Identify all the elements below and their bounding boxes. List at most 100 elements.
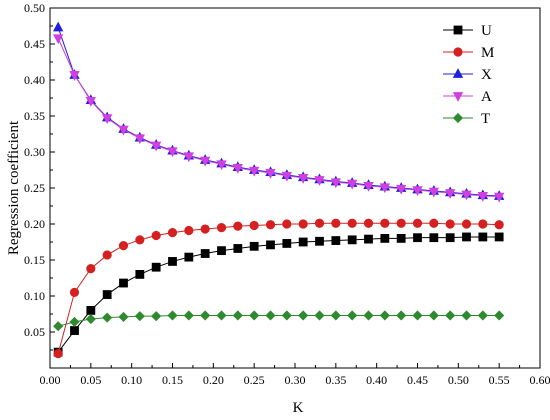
data-point-a xyxy=(445,189,456,199)
legend-marker xyxy=(453,47,463,57)
data-point-a xyxy=(249,166,260,177)
data-point-t xyxy=(53,321,64,332)
data-point-t xyxy=(461,310,472,321)
data-point-a xyxy=(167,147,178,158)
y-tick-label: 0.45 xyxy=(24,37,45,51)
data-point-u xyxy=(70,326,79,335)
data-point-t xyxy=(477,310,488,321)
legend-label: A xyxy=(481,89,492,105)
data-point-u xyxy=(429,233,439,243)
data-point-a xyxy=(69,71,80,81)
legend-entry-m: M xyxy=(443,45,494,61)
data-point-u xyxy=(347,235,357,245)
data-point-a xyxy=(379,183,390,194)
data-point-a xyxy=(314,176,325,186)
data-point-m xyxy=(494,220,504,230)
data-point-m xyxy=(445,219,455,229)
series-line-x xyxy=(57,27,500,197)
data-point-m xyxy=(478,219,488,229)
data-point-m xyxy=(86,264,96,274)
data-point-m xyxy=(233,221,243,231)
data-point-m xyxy=(461,219,472,229)
data-point-t xyxy=(445,310,456,321)
legend-label: U xyxy=(481,23,492,39)
data-point-m xyxy=(396,218,406,228)
data-point-a xyxy=(412,186,423,197)
data-point-a xyxy=(265,168,276,179)
x-tick-label: 0.30 xyxy=(285,373,306,387)
data-point-t xyxy=(69,316,80,327)
data-point-t xyxy=(412,310,423,321)
data-point-t xyxy=(232,310,243,321)
series-x xyxy=(53,21,505,200)
data-point-t xyxy=(298,310,309,321)
series-a xyxy=(53,34,505,203)
data-point-m xyxy=(429,218,439,228)
x-axis-ticks: 0.00 0.05 0.10 0.15 0.20 0.25 0.30 0.35 0.40 0.45… xyxy=(40,363,550,387)
data-point-m xyxy=(69,287,80,297)
data-point-u xyxy=(184,252,194,262)
data-point-m xyxy=(118,241,129,251)
data-point-a xyxy=(428,187,439,198)
series-m xyxy=(53,218,504,359)
data-point-a xyxy=(494,192,505,203)
data-point-u xyxy=(364,234,373,244)
data-point-a xyxy=(477,192,488,202)
data-point-a xyxy=(200,156,211,167)
data-point-u xyxy=(168,257,177,266)
data-point-m xyxy=(216,223,227,233)
data-point-t xyxy=(118,311,129,322)
data-point-t xyxy=(167,310,178,321)
data-point-a xyxy=(281,171,292,182)
y-tick-label: 0.25 xyxy=(24,181,45,195)
series-layer xyxy=(53,21,505,359)
series-line-u xyxy=(57,236,500,353)
data-point-u xyxy=(445,233,455,243)
data-point-t xyxy=(102,312,113,323)
x-tick-label: 0.55 xyxy=(489,373,510,387)
legend-entry-t: T xyxy=(443,111,490,127)
data-point-a xyxy=(85,96,96,107)
data-point-a xyxy=(183,152,194,163)
data-point-m xyxy=(314,218,325,228)
data-point-m xyxy=(412,218,423,228)
data-point-u xyxy=(200,249,210,258)
legend-marker xyxy=(452,92,464,102)
data-point-u xyxy=(462,232,471,242)
data-point-a xyxy=(151,141,162,152)
data-point-a xyxy=(347,179,358,190)
legend-entry-a: A xyxy=(443,89,492,105)
series-u xyxy=(53,232,504,357)
data-point-u xyxy=(478,232,488,242)
data-point-u xyxy=(396,233,406,243)
data-point-t xyxy=(216,310,227,321)
data-point-t xyxy=(85,313,96,325)
y-tick-label: 0.20 xyxy=(24,217,45,231)
x-tick-label: 0.25 xyxy=(244,373,265,387)
y-tick-label: 0.05 xyxy=(24,325,45,339)
y-tick-label: 0.15 xyxy=(24,253,45,267)
data-point-t xyxy=(494,310,505,321)
series-t xyxy=(53,310,505,332)
data-point-u xyxy=(331,236,341,245)
data-point-m xyxy=(347,218,357,228)
data-point-u xyxy=(413,233,422,243)
data-point-a xyxy=(298,174,309,184)
data-point-m xyxy=(249,220,259,231)
legend-marker xyxy=(452,112,464,124)
data-point-a xyxy=(102,114,113,125)
data-point-t xyxy=(396,310,407,321)
y-axis-title: Regression coefficient xyxy=(6,120,22,255)
data-point-u xyxy=(135,269,145,279)
data-point-a xyxy=(396,184,407,195)
data-point-m xyxy=(184,225,194,236)
x-tick-label: 0.10 xyxy=(121,373,142,387)
x-tick-label: 0.50 xyxy=(448,373,469,387)
x-tick-label: 0.15 xyxy=(162,373,183,387)
data-point-t xyxy=(281,310,292,321)
x-tick-label: 0.60 xyxy=(530,373,550,387)
data-point-m xyxy=(135,235,145,245)
legend-label: M xyxy=(481,45,494,61)
data-point-t xyxy=(249,310,260,321)
